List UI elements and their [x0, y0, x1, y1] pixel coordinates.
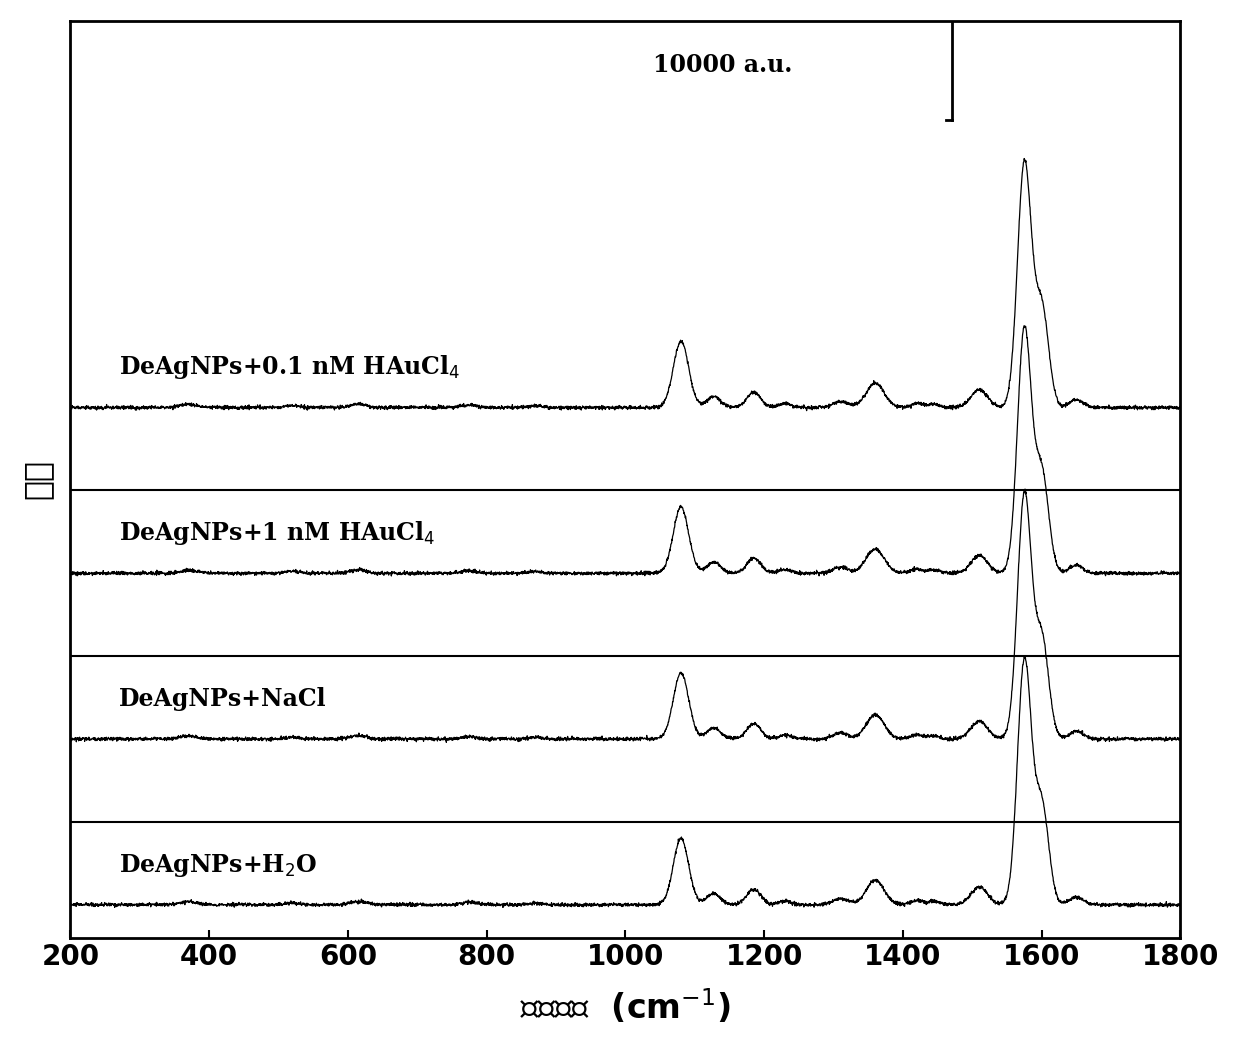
- Y-axis label: 强度: 强度: [21, 460, 53, 499]
- Text: DeAgNPs+NaCl: DeAgNPs+NaCl: [119, 687, 326, 711]
- Text: 10000 a.u.: 10000 a.u.: [652, 53, 792, 77]
- Text: DeAgNPs+0.1 nM HAuCl$_4$: DeAgNPs+0.1 nM HAuCl$_4$: [119, 354, 460, 381]
- Text: DeAgNPs+1 nM HAuCl$_4$: DeAgNPs+1 nM HAuCl$_4$: [119, 519, 435, 548]
- Text: DeAgNPs+H$_2$O: DeAgNPs+H$_2$O: [119, 851, 317, 878]
- X-axis label: 拉曼位移  (cm$^{-1}$): 拉曼位移 (cm$^{-1}$): [520, 987, 730, 1026]
